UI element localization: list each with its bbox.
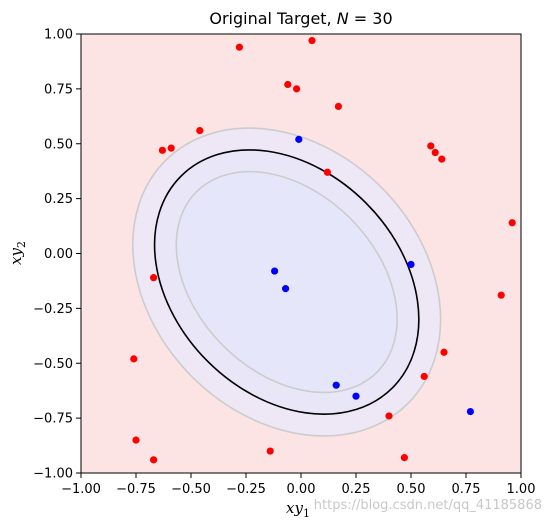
blue-point — [295, 135, 303, 143]
y-tick-label: 0.25 — [44, 192, 73, 207]
core-region — [176, 171, 398, 393]
y-tick-label: −0.50 — [33, 357, 73, 372]
red-point — [150, 274, 158, 282]
red-point — [323, 168, 331, 176]
red-point — [427, 142, 435, 150]
outer-margin-contour — [131, 127, 442, 437]
blue-point — [466, 407, 474, 416]
red-point — [385, 412, 393, 420]
inner-margin-contour — [175, 170, 398, 394]
y-tick-label: −1.00 — [33, 467, 73, 482]
y-tick-label: 1.00 — [44, 28, 73, 43]
red-point — [266, 447, 274, 455]
red-point — [130, 355, 138, 363]
y-tick-label: 0.50 — [44, 137, 73, 152]
red-point — [150, 456, 158, 464]
x-tick-label: 0.50 — [397, 482, 426, 497]
x-axis-label-sub: 1 — [303, 507, 310, 520]
y-tick-label: −0.75 — [33, 412, 73, 427]
red-point — [431, 148, 439, 157]
blue-point — [332, 381, 340, 389]
red-point — [158, 146, 166, 154]
watermark: https://blog.csdn.net/qq_41185868 — [314, 498, 542, 513]
x-axis-label-main: xy — [286, 499, 303, 517]
x-tick-label: −0.75 — [116, 482, 156, 497]
blue-point — [407, 260, 415, 269]
decision-boundary — [153, 149, 420, 415]
title-variable: N — [337, 9, 349, 28]
x-tick-label: −0.50 — [171, 482, 211, 497]
red-point — [235, 43, 243, 51]
blue-point — [271, 267, 279, 275]
title-prefix: Original Target, — [209, 9, 336, 28]
red-point — [132, 436, 140, 444]
red-point — [438, 155, 446, 163]
red-point — [196, 126, 204, 135]
blue-point — [352, 392, 360, 400]
chart-title: Original Target, N = 30 — [209, 9, 392, 28]
red-point — [284, 80, 292, 89]
red-point — [308, 36, 316, 45]
y-axis-label: xy2 — [7, 241, 28, 265]
red-point — [334, 102, 342, 111]
x-tick-label: −1.00 — [61, 482, 101, 497]
red-point — [400, 454, 408, 462]
red-point — [497, 291, 505, 299]
y-axis-label-main: xy — [7, 248, 25, 265]
red-point — [508, 219, 516, 227]
title-equality: = 30 — [349, 9, 393, 28]
x-tick-label: 0.25 — [342, 482, 371, 497]
red-point — [440, 348, 448, 356]
y-tick-label: −0.25 — [33, 302, 73, 317]
x-tick-label: 1.00 — [507, 482, 536, 497]
red-point — [167, 144, 175, 152]
y-axis-label-sub: 2 — [15, 241, 28, 248]
y-tick-label: 0.00 — [44, 247, 73, 262]
x-tick-label: −0.25 — [226, 482, 266, 497]
red-point — [420, 372, 428, 381]
y-tick-label: 0.75 — [44, 82, 73, 97]
x-axis-label: xy1 — [286, 499, 310, 520]
blue-point — [282, 285, 290, 293]
x-tick-label: 0.00 — [287, 482, 316, 497]
x-tick-label: 0.75 — [452, 482, 481, 497]
red-point — [293, 85, 301, 93]
